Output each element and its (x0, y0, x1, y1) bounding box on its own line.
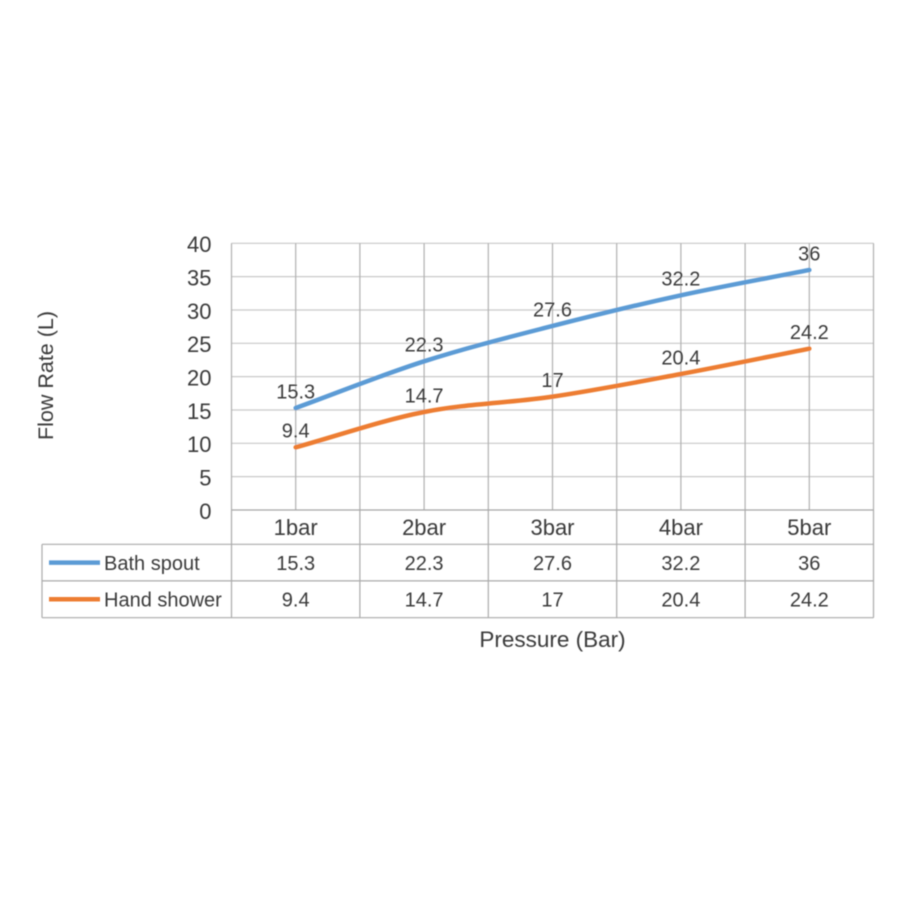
svg-text:Hand shower: Hand shower (104, 590, 222, 612)
svg-text:22.3: 22.3 (405, 335, 444, 357)
svg-text:36: 36 (798, 243, 820, 265)
svg-text:36: 36 (798, 553, 820, 575)
svg-text:25: 25 (187, 332, 211, 357)
svg-text:1bar: 1bar (274, 515, 318, 540)
svg-text:2bar: 2bar (402, 515, 446, 540)
svg-text:9.4: 9.4 (282, 421, 310, 443)
svg-text:20: 20 (187, 365, 211, 390)
svg-text:17: 17 (541, 370, 563, 392)
svg-text:14.7: 14.7 (405, 385, 444, 407)
svg-text:9.4: 9.4 (282, 590, 310, 612)
svg-text:27.6: 27.6 (533, 553, 572, 575)
svg-text:40: 40 (187, 232, 211, 257)
svg-text:20.4: 20.4 (661, 590, 700, 612)
svg-text:32.2: 32.2 (661, 269, 700, 291)
svg-text:27.6: 27.6 (533, 299, 572, 321)
svg-text:24.2: 24.2 (790, 590, 829, 612)
svg-text:32.2: 32.2 (661, 553, 700, 575)
svg-text:22.3: 22.3 (405, 553, 444, 575)
svg-text:Flow Rate (L): Flow Rate (L) (34, 311, 58, 440)
svg-text:20.4: 20.4 (661, 347, 700, 369)
svg-text:5bar: 5bar (787, 515, 831, 540)
svg-text:0: 0 (199, 499, 211, 524)
svg-text:Bath spout: Bath spout (104, 553, 200, 575)
svg-text:24.2: 24.2 (790, 322, 829, 344)
svg-text:14.7: 14.7 (405, 590, 444, 612)
svg-text:15.3: 15.3 (276, 381, 315, 403)
svg-text:15: 15 (187, 399, 211, 424)
svg-text:3bar: 3bar (530, 515, 574, 540)
svg-text:10: 10 (187, 432, 211, 457)
svg-text:4bar: 4bar (659, 515, 703, 540)
svg-text:Pressure (Bar): Pressure (Bar) (479, 627, 625, 652)
svg-text:15.3: 15.3 (276, 553, 315, 575)
svg-text:17: 17 (541, 590, 563, 612)
svg-text:35: 35 (187, 265, 211, 290)
svg-text:5: 5 (199, 466, 211, 491)
svg-text:30: 30 (187, 299, 211, 324)
